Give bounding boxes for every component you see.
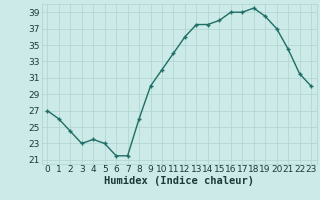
X-axis label: Humidex (Indice chaleur): Humidex (Indice chaleur) <box>104 176 254 186</box>
